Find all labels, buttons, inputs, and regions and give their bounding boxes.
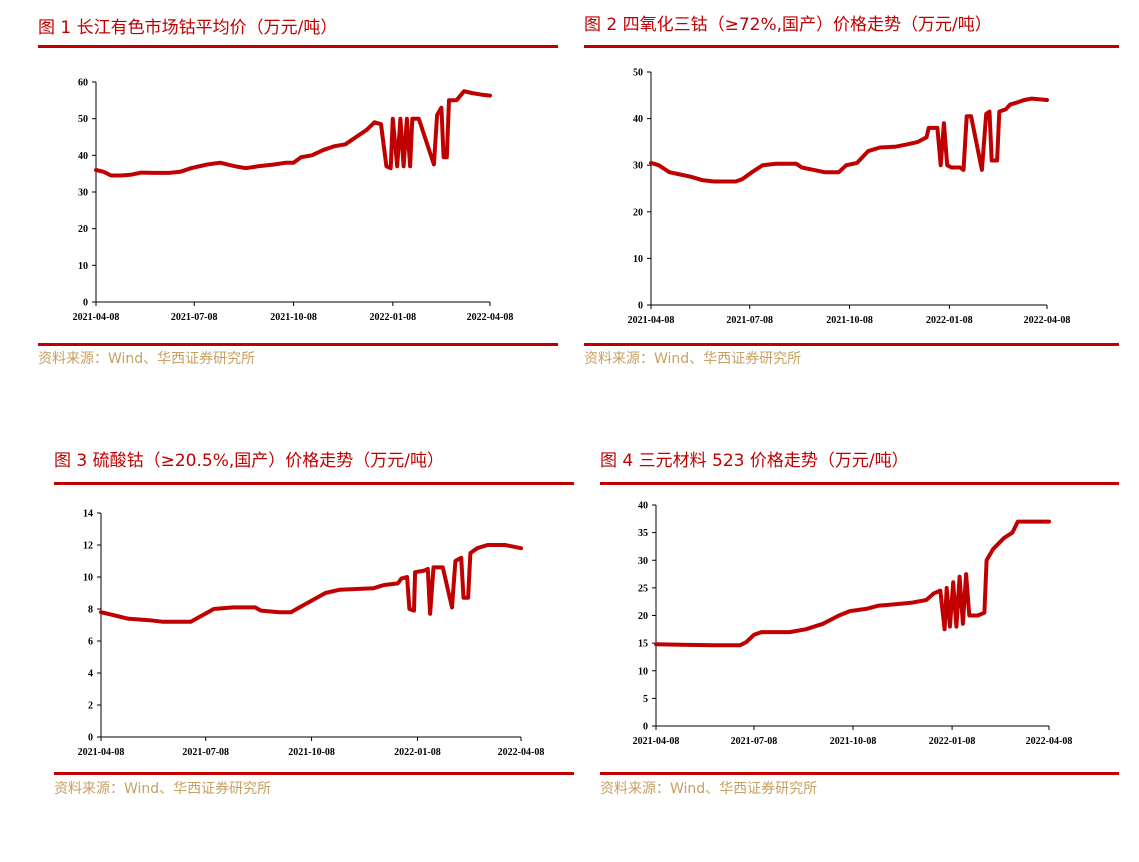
y-tick-label: 15 [638,639,648,650]
y-tick-label: 10 [83,573,93,584]
chart-panel-2: 图 2 四氧化三钴（≥72%,国产）价格走势（万元/吨） 0 10 20 30 40 50… [584,0,1119,380]
source-note: 资料来源：Wind、华西证券研究所 [584,351,802,367]
chart-title: 图 1 长江有色市场钴平均价（万元/吨） [38,18,338,38]
x-tick-label: 2021-04-08 [78,747,125,758]
x-tick-label: 2021-10-08 [270,312,317,323]
y-tick-label: 0 [88,733,93,744]
x-tick-label: 2022-04-08 [498,747,545,758]
x-tick-label: 2022-04-08 [1024,315,1071,326]
y-tick-label: 30 [633,161,643,172]
y-tick-label: 14 [83,509,93,520]
y-tick-label: 50 [633,68,643,79]
y-tick-label: 4 [88,669,93,680]
axis-lines [95,82,490,303]
price-series-line [99,543,523,624]
x-tick-label: 2021-07-08 [182,747,229,758]
line-chart: 0 10 20 30 40 50 60 2021-04-08 2021-07-08 2021-10… [73,78,514,324]
source-note: 资料来源：Wind、华西证券研究所 [54,781,272,797]
x-tick-label: 2021-07-08 [171,312,218,323]
x-tick-label: 2022-01-08 [394,747,441,758]
x-tick-label: 2021-10-08 [288,747,335,758]
axis-lines [655,505,1049,727]
title-underline [600,482,1119,485]
x-tick-label: 2021-07-08 [726,315,773,326]
x-tick-label: 2021-04-08 [73,312,120,323]
y-tick-label: 40 [638,501,648,512]
line-chart: 0 5 10 15 20 25 30 35 40 2021-04-08 2021-07-08 2021… [633,501,1073,748]
x-tick-label: 2021-04-08 [628,315,675,326]
axis-lines [100,513,521,738]
x-tick-label: 2022-04-08 [1026,736,1073,747]
chart-title: 图 4 三元材料 523 价格走势（万元/吨） [600,451,909,471]
y-tick-label: 5 [643,694,648,705]
footer-line [584,343,1119,346]
footer-line [38,343,558,346]
title-underline [584,45,1119,48]
chart-title: 图 2 四氧化三钴（≥72%,国产）价格走势（万元/吨） [584,15,992,35]
y-tick-label: 40 [78,151,88,162]
footer-line [54,772,574,775]
y-tick-label: 35 [638,528,648,539]
y-tick-label: 2 [88,701,93,712]
chart-panel-3: 图 3 硫酸钴（≥20.5%,国产）价格走势（万元/吨） 0 2 4 6 8 10 12 14… [54,430,574,810]
x-tick-label: 2021-10-08 [830,736,877,747]
x-tick-label: 2021-10-08 [826,315,873,326]
y-tick-label: 25 [638,583,648,594]
x-tick-label: 2022-01-08 [929,736,976,747]
line-chart: 0 2 4 6 8 10 12 14 2021-04-08 2021-07-08 2021-10-0… [78,509,545,759]
chart-panel-1: 图 1 长江有色市场钴平均价（万元/吨） 0 10 20 30 40 50 60 2021-0… [38,0,558,380]
y-tick-label: 20 [78,224,88,235]
x-tick-label: 2022-01-08 [370,312,417,323]
y-tick-label: 10 [633,254,643,265]
y-tick-label: 40 [633,114,643,125]
y-tick-label: 50 [78,114,88,125]
x-tick-label: 2021-07-08 [731,736,778,747]
y-tick-label: 10 [78,261,88,272]
x-tick-label: 2022-01-08 [926,315,973,326]
y-tick-label: 0 [638,301,643,312]
y-tick-label: 20 [638,611,648,622]
y-tick-label: 12 [83,541,93,552]
price-series-line [654,519,1051,648]
y-tick-label: 10 [638,666,648,677]
line-chart: 0 10 20 30 40 50 2021-04-08 2021-07-08 2021-10-0… [628,68,1071,327]
y-tick-label: 60 [78,78,88,89]
source-note: 资料来源：Wind、华西证券研究所 [38,351,256,367]
price-series-line [649,96,1049,184]
y-tick-label: 30 [638,556,648,567]
y-tick-label: 0 [83,298,88,309]
x-tick-label: 2021-04-08 [633,736,680,747]
title-underline [38,45,558,48]
chart-title: 图 3 硫酸钴（≥20.5%,国产）价格走势（万元/吨） [54,451,445,471]
chart-panel-4: 图 4 三元材料 523 价格走势（万元/吨） 0 5 10 15 20 25 30 35 40… [600,430,1119,810]
x-tick-label: 2022-04-08 [467,312,514,323]
y-tick-label: 20 [633,207,643,218]
y-tick-label: 8 [88,605,93,616]
y-tick-label: 30 [78,188,88,199]
y-tick-label: 6 [88,637,93,648]
price-series-line [94,89,492,178]
title-underline [54,482,574,485]
y-tick-label: 0 [643,722,648,733]
source-note: 资料来源：Wind、华西证券研究所 [600,781,818,797]
axis-lines [650,72,1047,306]
footer-line [600,772,1119,775]
